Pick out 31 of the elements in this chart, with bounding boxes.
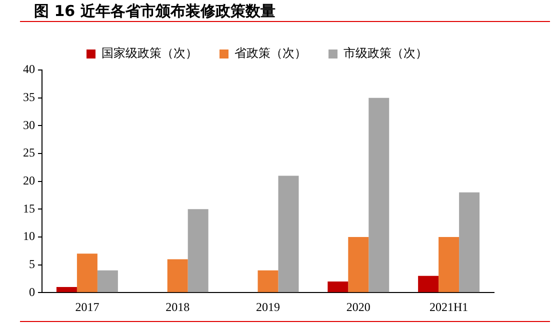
x-tick-label: 2017	[75, 300, 100, 314]
y-tick-label: 30	[23, 118, 35, 132]
bar	[348, 236, 369, 292]
legend-label: 国家级政策（次）	[102, 46, 198, 60]
x-tick-label: 2020	[346, 300, 370, 314]
bar	[328, 281, 348, 292]
y-tick-label: 15	[23, 201, 35, 216]
y-tick-label: 5	[29, 256, 35, 271]
chart-title: 图 16 近年各省市颁布装修政策数量	[34, 2, 276, 21]
y-tick-label: 25	[23, 146, 35, 160]
legend-label: 市级政策（次）	[344, 46, 428, 60]
x-tick-label: 2018	[166, 300, 190, 314]
x-tick-label: 2021H1	[429, 300, 468, 314]
legend-label: 省政策（次）	[234, 46, 306, 60]
bar	[97, 270, 118, 292]
y-tick-label: 0	[29, 284, 35, 299]
bar	[258, 270, 278, 292]
y-tick-label: 20	[23, 173, 35, 188]
bar	[368, 98, 390, 292]
y-tick-label: 40	[23, 62, 35, 76]
bar	[278, 176, 299, 292]
bar	[56, 287, 77, 292]
bar	[76, 254, 98, 292]
bar	[167, 259, 188, 292]
bar	[459, 192, 480, 292]
bar	[438, 236, 460, 292]
bar	[418, 276, 439, 292]
y-tick-label: 35	[23, 90, 35, 104]
bar	[188, 209, 208, 292]
x-tick-label: 2019	[256, 300, 280, 314]
y-tick-label: 10	[23, 229, 35, 244]
